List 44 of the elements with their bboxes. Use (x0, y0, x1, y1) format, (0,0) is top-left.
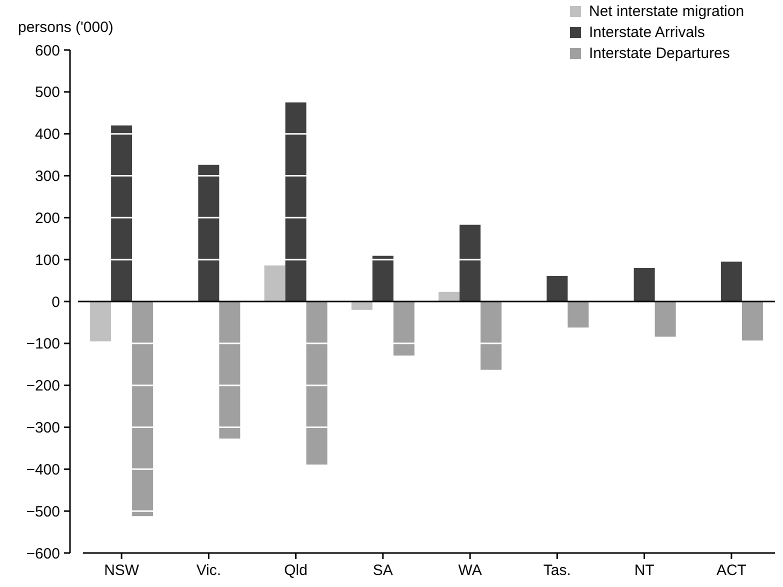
x-tick-label: SA (372, 562, 393, 579)
y-tick-label: −500 (26, 503, 60, 520)
x-tick-label: NSW (104, 562, 140, 579)
x-tick-label: WA (458, 562, 482, 579)
bar (634, 268, 655, 302)
y-tick-label: 400 (34, 126, 60, 144)
x-tick-label: Qld (284, 562, 308, 579)
bar (393, 302, 414, 356)
bar (438, 292, 460, 302)
x-tick-label: Vic. (196, 562, 222, 579)
bar (264, 265, 286, 302)
bar (460, 224, 481, 302)
legend-label: Interstate Departures (589, 45, 730, 62)
bar (132, 302, 154, 516)
legend-label: Net interstate migration (589, 3, 744, 20)
y-tick-label: −400 (26, 461, 60, 478)
bar (742, 302, 763, 340)
y-tick-label: 300 (34, 168, 60, 185)
bar (568, 302, 589, 328)
y-tick-label: −300 (26, 420, 60, 436)
y-tick-label: −100 (26, 336, 60, 353)
x-tick-label: NT (634, 562, 654, 579)
y-tick-label: 0 (52, 294, 60, 311)
bar (720, 262, 742, 302)
y-tick-label: −200 (26, 378, 60, 395)
bar (654, 302, 676, 337)
y-tick-label: −600 (26, 545, 60, 562)
bar (198, 164, 220, 302)
bar (285, 102, 306, 302)
bar (372, 256, 394, 302)
x-tick-label: ACT (716, 562, 746, 579)
y-axis-title: persons ('000) (18, 19, 114, 36)
legend-label: Interstate Arrivals (589, 24, 705, 41)
y-tick-label: 200 (34, 210, 60, 227)
bar (219, 302, 240, 439)
x-tick-label: Tas. (543, 562, 571, 579)
y-tick-label: 500 (34, 84, 60, 102)
bar (90, 302, 112, 342)
bar (480, 302, 502, 370)
y-tick-label: 100 (34, 252, 60, 269)
y-tick-label: 600 (34, 42, 60, 60)
bar (111, 125, 132, 302)
bar (546, 276, 568, 302)
bar (306, 302, 328, 465)
